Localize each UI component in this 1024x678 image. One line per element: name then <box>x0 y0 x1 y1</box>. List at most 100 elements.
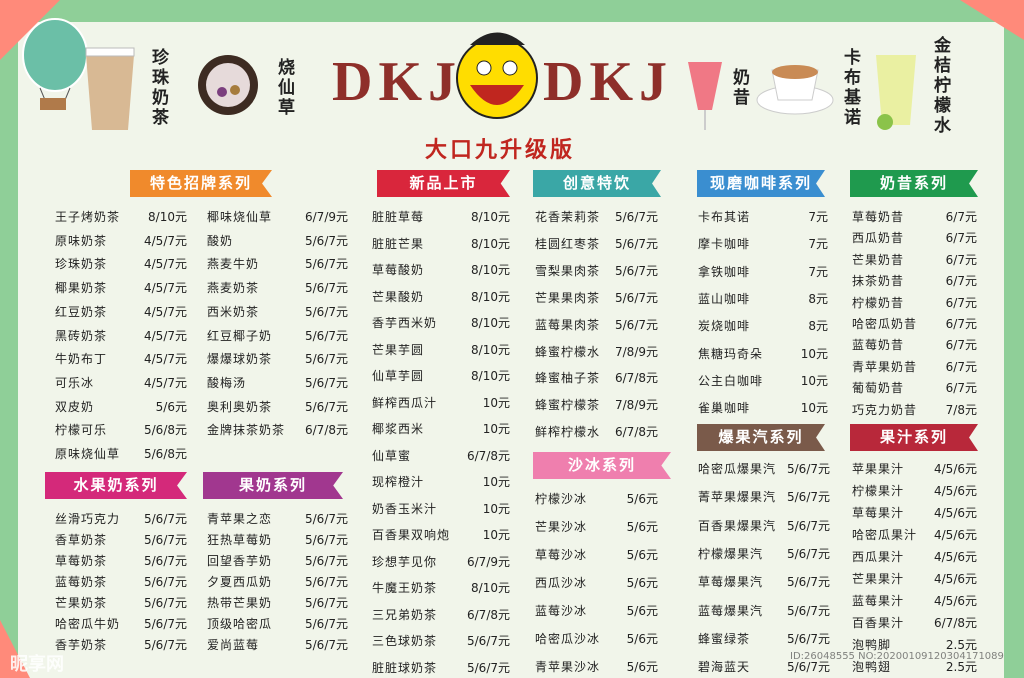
item-price: 10元 <box>482 528 510 542</box>
item-price: 7/8元 <box>945 402 977 417</box>
item-price: 6/7/8元 <box>615 371 658 386</box>
item-price: 5/6/7元 <box>144 596 187 610</box>
section-title: 新品上市 <box>377 170 510 197</box>
item-name: 丝滑巧克力 <box>55 512 121 526</box>
item-name: 原味奶茶 <box>55 233 108 248</box>
brand-right: DKJ <box>543 51 673 113</box>
item-price: 5/6元 <box>626 604 658 618</box>
item-price: 5/6/7元 <box>787 631 830 646</box>
item-price: 5/6/7元 <box>305 617 348 631</box>
item-price: 7/8/9元 <box>615 344 658 359</box>
item-name: 酸奶 <box>207 233 234 248</box>
item-price: 5/6元 <box>626 632 658 646</box>
item-name: 爱尚蓝莓 <box>207 638 260 652</box>
item-name: 草莓奶昔 <box>852 210 905 224</box>
item-price: 7元 <box>808 210 828 224</box>
item-name: 芒果奶茶 <box>55 596 108 610</box>
item-name: 菁苹果爆果汽 <box>698 490 777 505</box>
item-price: 5/6/8元 <box>144 423 187 438</box>
item-name: 柠檬果汁 <box>852 484 905 498</box>
item-name: 西瓜奶昔 <box>852 231 905 246</box>
item-price: 10元 <box>482 395 510 410</box>
item-price: 5/6/7元 <box>787 575 830 590</box>
item-name: 香芋西米奶 <box>372 316 438 330</box>
item-name: 草莓沙冰 <box>535 548 588 562</box>
item-price: 4/5/6元 <box>934 594 977 608</box>
section-title: 爆果汽系列 <box>697 424 825 451</box>
item-name: 焦糖玛奇朵 <box>698 346 764 361</box>
item-price: 5/6元 <box>626 660 658 674</box>
item-price: 5/6/7元 <box>615 317 658 332</box>
item-price: 5/6/7元 <box>305 596 348 610</box>
item-price: 4/5/6元 <box>934 506 977 520</box>
item-price: 8/10元 <box>471 289 510 304</box>
item-name: 雀巢咖啡 <box>698 401 751 416</box>
item-name: 蜂蜜柠檬茶 <box>535 398 601 413</box>
item-price: 5/6/7元 <box>787 462 830 476</box>
item-price: 5/6/7元 <box>305 512 348 526</box>
item-name: 珍想芋见你 <box>372 554 438 569</box>
section-title: 现磨咖啡系列 <box>697 170 825 197</box>
item-price: 5/6/7元 <box>787 603 830 618</box>
section-title: 特色招牌系列 <box>130 170 272 197</box>
item-name: 王子烤奶茶 <box>55 210 121 224</box>
item-name: 摩卡咖啡 <box>698 237 751 252</box>
item-name: 炭烧咖啡 <box>698 319 751 334</box>
item-name: 泡鸭翅 <box>852 660 892 674</box>
item-price: 7元 <box>808 264 828 279</box>
item-price: 4/5/7元 <box>144 328 187 343</box>
item-name: 鲜榨西瓜汁 <box>372 395 438 410</box>
item-price: 4/5/6元 <box>934 484 977 498</box>
item-name: 草莓酸奶 <box>372 263 425 277</box>
item-price: 8/10元 <box>471 263 510 277</box>
item-name: 蓝山咖啡 <box>698 291 751 306</box>
section-title: 奶昔系列 <box>850 170 978 197</box>
subtitle: 大口九升级版 <box>425 138 576 163</box>
item-price: 2.5元 <box>945 660 977 674</box>
item-name: 柠檬可乐 <box>55 423 108 438</box>
item-name: 红豆奶茶 <box>55 304 108 319</box>
item-name: 黑砖奶茶 <box>55 328 108 343</box>
watermark-logo: 昵享网 <box>10 654 64 675</box>
item-price: 5/6/7元 <box>615 290 658 305</box>
item-price: 5/6/7元 <box>787 490 830 505</box>
item-name: 百香果汁 <box>852 616 905 630</box>
item-name: 蜂蜜柚子茶 <box>535 371 601 386</box>
item-price: 4/5/6元 <box>934 550 977 564</box>
item-name: 草莓果汁 <box>852 506 905 520</box>
photo-label: 卡布基诺 <box>840 48 860 128</box>
item-price: 8元 <box>808 319 828 334</box>
item-name: 青苹果奶昔 <box>852 359 918 374</box>
item-price: 8/10元 <box>471 210 510 224</box>
item-name: 百香果爆果汽 <box>698 518 777 533</box>
panel <box>18 22 1004 678</box>
item-name: 金牌抹茶奶茶 <box>207 423 286 438</box>
item-price: 6/7元 <box>945 252 977 267</box>
item-price: 5/6元 <box>626 576 658 590</box>
item-name: 燕麦奶茶 <box>207 281 260 296</box>
item-name: 蓝莓沙冰 <box>535 604 588 618</box>
item-name: 香草奶茶 <box>55 533 108 547</box>
item-price: 4/5/7元 <box>144 375 187 390</box>
item-price: 6/7/8元 <box>467 607 510 622</box>
item-price: 6/7/8元 <box>305 423 348 438</box>
item-price: 5/6/7元 <box>615 236 658 251</box>
item-price: 5/6/7元 <box>305 533 348 547</box>
item-name: 仙草蜜 <box>372 448 412 463</box>
item-name: 双皮奶 <box>55 399 95 414</box>
item-price: 8/10元 <box>148 210 187 224</box>
section-title: 果汁系列 <box>850 424 978 451</box>
item-name: 柠檬爆果汽 <box>698 546 764 561</box>
item-name: 椰果奶茶 <box>55 281 108 296</box>
item-name: 芒果酸奶 <box>372 289 425 304</box>
item-price: 4/5/6元 <box>934 528 977 542</box>
item-price: 10元 <box>482 422 510 436</box>
item-price: 8/10元 <box>471 342 510 357</box>
item-price: 5/6/7元 <box>305 328 348 343</box>
item-price: 5/6/7元 <box>305 352 348 367</box>
item-price: 5/6/7元 <box>467 634 510 648</box>
item-name: 仙草芋圆 <box>372 369 425 383</box>
item-name: 牛魔王奶茶 <box>372 581 438 595</box>
item-price: 5/6/7元 <box>305 281 348 296</box>
item-price: 5/6/7元 <box>144 617 187 631</box>
